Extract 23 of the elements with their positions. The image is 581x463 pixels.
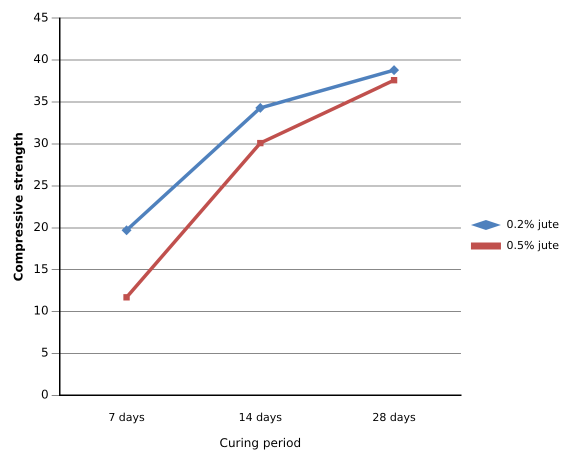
x-tick-label: 14 days: [238, 410, 282, 424]
legend-label: 0.2% jute: [506, 218, 560, 231]
x-tick-label: 7 days: [108, 410, 146, 424]
x-axis-title: Curing period: [220, 436, 302, 450]
y-tick-label: 15: [33, 262, 49, 276]
x-tick-label: 28 days: [372, 410, 416, 424]
y-tick-label: 0: [41, 388, 49, 402]
y-tick-label: 20: [33, 220, 49, 234]
point: [255, 102, 266, 113]
point: [123, 294, 130, 301]
point: [122, 225, 132, 236]
point: [257, 140, 264, 146]
legend-label: 0.5% jute: [506, 238, 560, 252]
y-tick-label: 10: [33, 304, 49, 318]
point: [389, 65, 400, 76]
y-axis-title: Compressive strength: [11, 132, 26, 282]
y-tick-label: 35: [33, 94, 49, 108]
y-tick-label: 25: [33, 178, 49, 192]
point: [390, 77, 398, 84]
y-tick-label: 40: [33, 52, 49, 66]
y-tick-label: 5: [41, 346, 49, 360]
y-tick-label: 30: [33, 136, 49, 150]
y-tick-label: 45: [33, 10, 49, 24]
